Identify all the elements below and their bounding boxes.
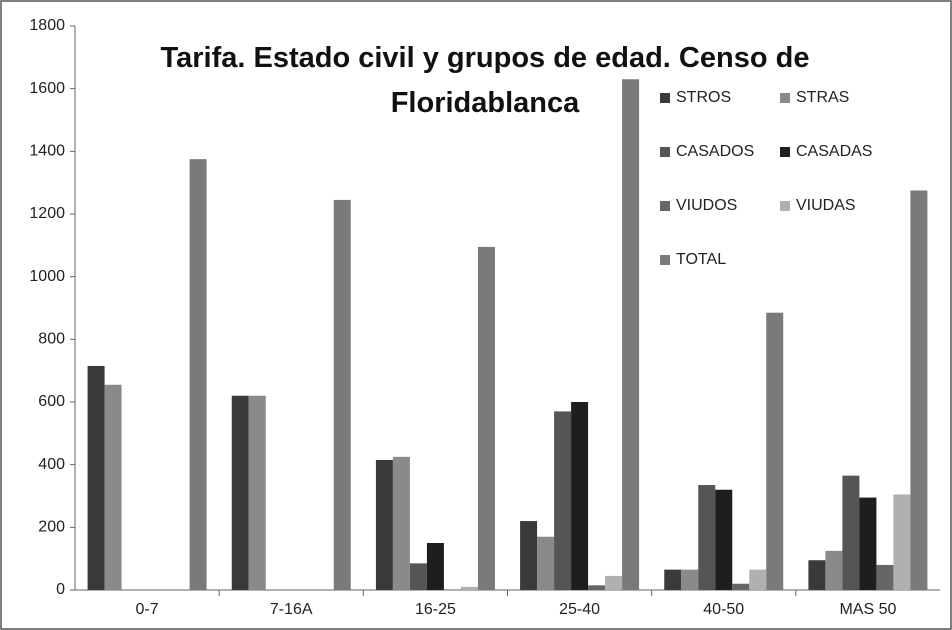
bar	[732, 583, 750, 590]
legend-swatch	[780, 93, 790, 103]
x-tick-label: 25-40	[559, 601, 600, 618]
y-tick-label: 800	[38, 331, 65, 348]
bar	[859, 497, 877, 590]
bar	[554, 411, 572, 590]
bar	[715, 489, 733, 590]
bar	[189, 159, 207, 590]
y-tick-label: 0	[56, 581, 65, 598]
bar	[749, 569, 767, 590]
bar	[426, 543, 444, 590]
legend-label: CASADOS	[676, 143, 754, 160]
bar	[825, 550, 843, 590]
bar	[605, 575, 623, 590]
x-tick-label: 0-7	[136, 601, 159, 618]
bar	[333, 199, 351, 590]
legend-label: TOTAL	[676, 251, 726, 268]
bar	[375, 459, 393, 590]
x-tick-label: 7-16A	[270, 601, 313, 618]
legend-label: CASADAS	[796, 143, 872, 160]
y-tick-label: 400	[38, 456, 65, 473]
legend-swatch	[660, 255, 670, 265]
bar	[477, 246, 495, 590]
bar	[588, 585, 606, 590]
y-tick-label: 600	[38, 393, 65, 410]
legend-swatch	[660, 201, 670, 211]
y-tick-label: 1600	[29, 80, 65, 97]
bar	[231, 395, 249, 590]
bar	[622, 79, 640, 591]
bar	[248, 395, 266, 590]
bar	[698, 485, 716, 590]
chart-title: Tarifa. Estado civil y grupos de edad. C…	[160, 42, 810, 119]
bar	[766, 312, 784, 590]
bar	[520, 521, 538, 590]
bar	[104, 384, 122, 590]
bar	[910, 190, 928, 590]
legend-label: STRAS	[796, 89, 849, 106]
legend-label: VIUDOS	[676, 197, 737, 214]
bar	[681, 569, 699, 590]
bar	[893, 494, 911, 590]
bar	[87, 365, 105, 590]
y-tick-label: 1400	[29, 143, 65, 160]
bar	[571, 402, 589, 590]
legend-label: VIUDAS	[796, 197, 856, 214]
bar	[808, 560, 826, 590]
legend-swatch	[660, 147, 670, 157]
x-tick-label: MAS 50	[839, 601, 896, 618]
x-tick-label: 16-25	[415, 601, 456, 618]
bar	[392, 456, 410, 590]
y-tick-label: 1000	[29, 268, 65, 285]
bar	[876, 564, 894, 590]
y-tick-label: 200	[38, 519, 65, 536]
y-tick-label: 1800	[29, 17, 65, 34]
y-tick-label: 1200	[29, 205, 65, 222]
bar	[842, 475, 860, 590]
bar	[409, 563, 427, 590]
bar	[460, 586, 478, 590]
x-tick-label: 40-50	[703, 601, 744, 618]
legend-swatch	[780, 147, 790, 157]
legend-label: STROS	[676, 89, 731, 106]
legend-swatch	[780, 201, 790, 211]
bar	[537, 536, 555, 590]
bar	[664, 569, 682, 590]
legend-swatch	[660, 93, 670, 103]
